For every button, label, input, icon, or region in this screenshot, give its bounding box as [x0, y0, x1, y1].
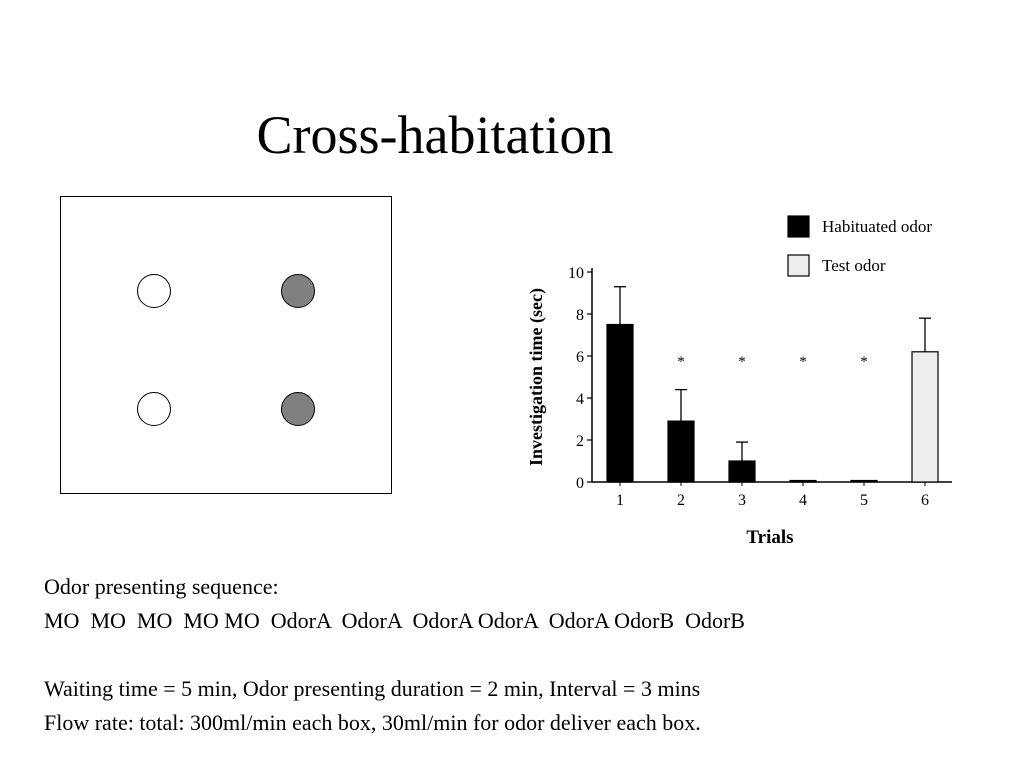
sequence-heading: Odor presenting sequence: — [44, 574, 279, 599]
y-tick-label: 0 — [576, 475, 584, 492]
legend-swatch-test — [787, 254, 810, 277]
significance-marker: * — [799, 354, 807, 370]
x-tick-label: 5 — [860, 492, 868, 509]
flow-rate-info: Flow rate: total: 300ml/min each box, 30… — [44, 710, 701, 735]
bar-trial-5 — [850, 479, 878, 483]
legend-swatch-habituated — [787, 215, 810, 238]
investigation-time-chart: 0 2 4 6 8 10 1 * 2 * 3 * 4 * 5 6 Trials Investigation tim… — [526, 215, 952, 548]
odor-port-top-left — [137, 274, 171, 308]
bar-trial-2 — [667, 420, 695, 483]
y-tick-label: 4 — [576, 391, 584, 408]
significance-marker: * — [738, 354, 746, 370]
y-axis-title: Investigation time (sec) — [526, 288, 547, 466]
y-tick-label: 6 — [576, 349, 584, 366]
slide-title: Cross-habitation — [256, 105, 614, 165]
odor-port-bottom-right — [281, 392, 315, 426]
odor-port-bottom-left — [137, 392, 171, 426]
significance-marker: * — [677, 354, 685, 370]
y-tick-label: 2 — [576, 433, 584, 450]
x-tick-label: 1 — [616, 492, 624, 509]
legend-label-habituated: Habituated odor — [822, 217, 932, 236]
y-tick-label: 10 — [568, 265, 584, 282]
x-tick-label: 2 — [677, 492, 685, 509]
odor-port-top-right — [281, 274, 315, 308]
legend-label-test: Test odor — [822, 256, 886, 275]
significance-marker: * — [860, 354, 868, 370]
sequence-list: MO MO MO MO MO OdorA OdorA OdorA OdorA O… — [44, 608, 745, 633]
x-tick-label: 3 — [738, 492, 746, 509]
timing-info: Waiting time = 5 min, Odor presenting du… — [44, 676, 701, 701]
bar-trial-4 — [789, 479, 817, 483]
bar-trial-6 — [911, 351, 939, 483]
x-axis-title: Trials — [746, 527, 793, 548]
y-tick-label: 8 — [576, 307, 584, 324]
x-tick-label: 4 — [799, 492, 807, 509]
x-tick-label: 6 — [921, 492, 929, 509]
bar-trial-3 — [728, 460, 756, 483]
bar-trial-1 — [606, 323, 634, 483]
arena-diagram — [60, 196, 392, 494]
